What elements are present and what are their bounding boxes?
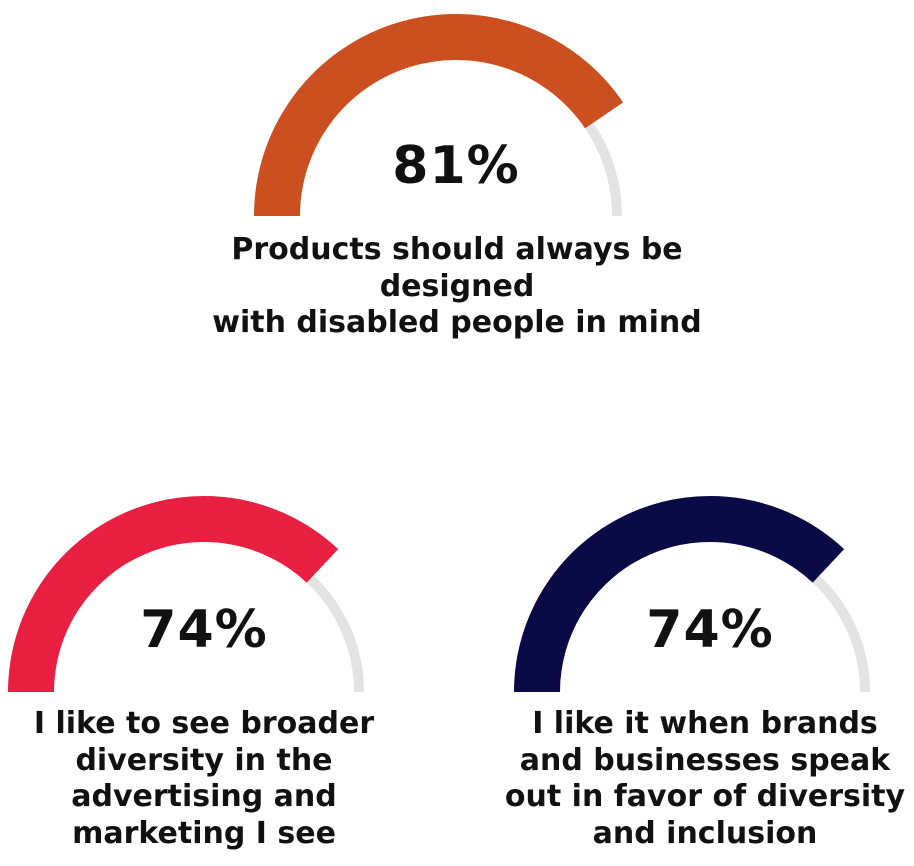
gauge-track	[299, 568, 364, 693]
gauge-2-caption-line: diversity in the	[75, 742, 333, 778]
gauge-3-percent: 74%	[646, 600, 774, 660]
gauge-value-arc	[254, 14, 624, 217]
gauge-2-svg	[8, 496, 364, 693]
gauge-2-caption-line: I like to see broader	[33, 706, 375, 741]
gauge-1-caption-line: with disabled people in mind	[212, 305, 702, 341]
gauge-3-caption: I like it when brands and businesses spe…	[500, 706, 910, 852]
gauge-track	[579, 114, 622, 217]
gauge-1-caption-line: Products should always be designed	[231, 232, 683, 304]
gauge-3-caption-line: out in favor of diversity	[504, 779, 906, 815]
gauge-2-caption-line: marketing I see	[72, 815, 336, 851]
gauge-3-caption-line: and inclusion	[592, 815, 818, 851]
gauge-1-svg	[254, 14, 624, 217]
gauge-track	[805, 568, 870, 693]
gauge-3-caption-line: I like it when brands	[532, 706, 878, 741]
gauge-3-caption-line: and businesses speak	[519, 742, 891, 778]
gauge-3-svg	[514, 496, 870, 693]
gauge-2: 74%	[4, 484, 404, 694]
gauge-2-caption: I like to see broader diversity in the a…	[4, 706, 404, 852]
gauge-2-caption-line: advertising and	[71, 779, 337, 815]
gauge-2-percent: 74%	[140, 600, 268, 660]
gauge-3: 74%	[510, 484, 910, 694]
gauge-1-percent: 81%	[392, 136, 520, 196]
gauge-value-arc	[514, 496, 845, 693]
gauge-1: 81%	[250, 8, 662, 218]
gauge-value-arc	[8, 496, 339, 693]
gauge-1-caption: Products should always be designed with …	[150, 232, 764, 342]
